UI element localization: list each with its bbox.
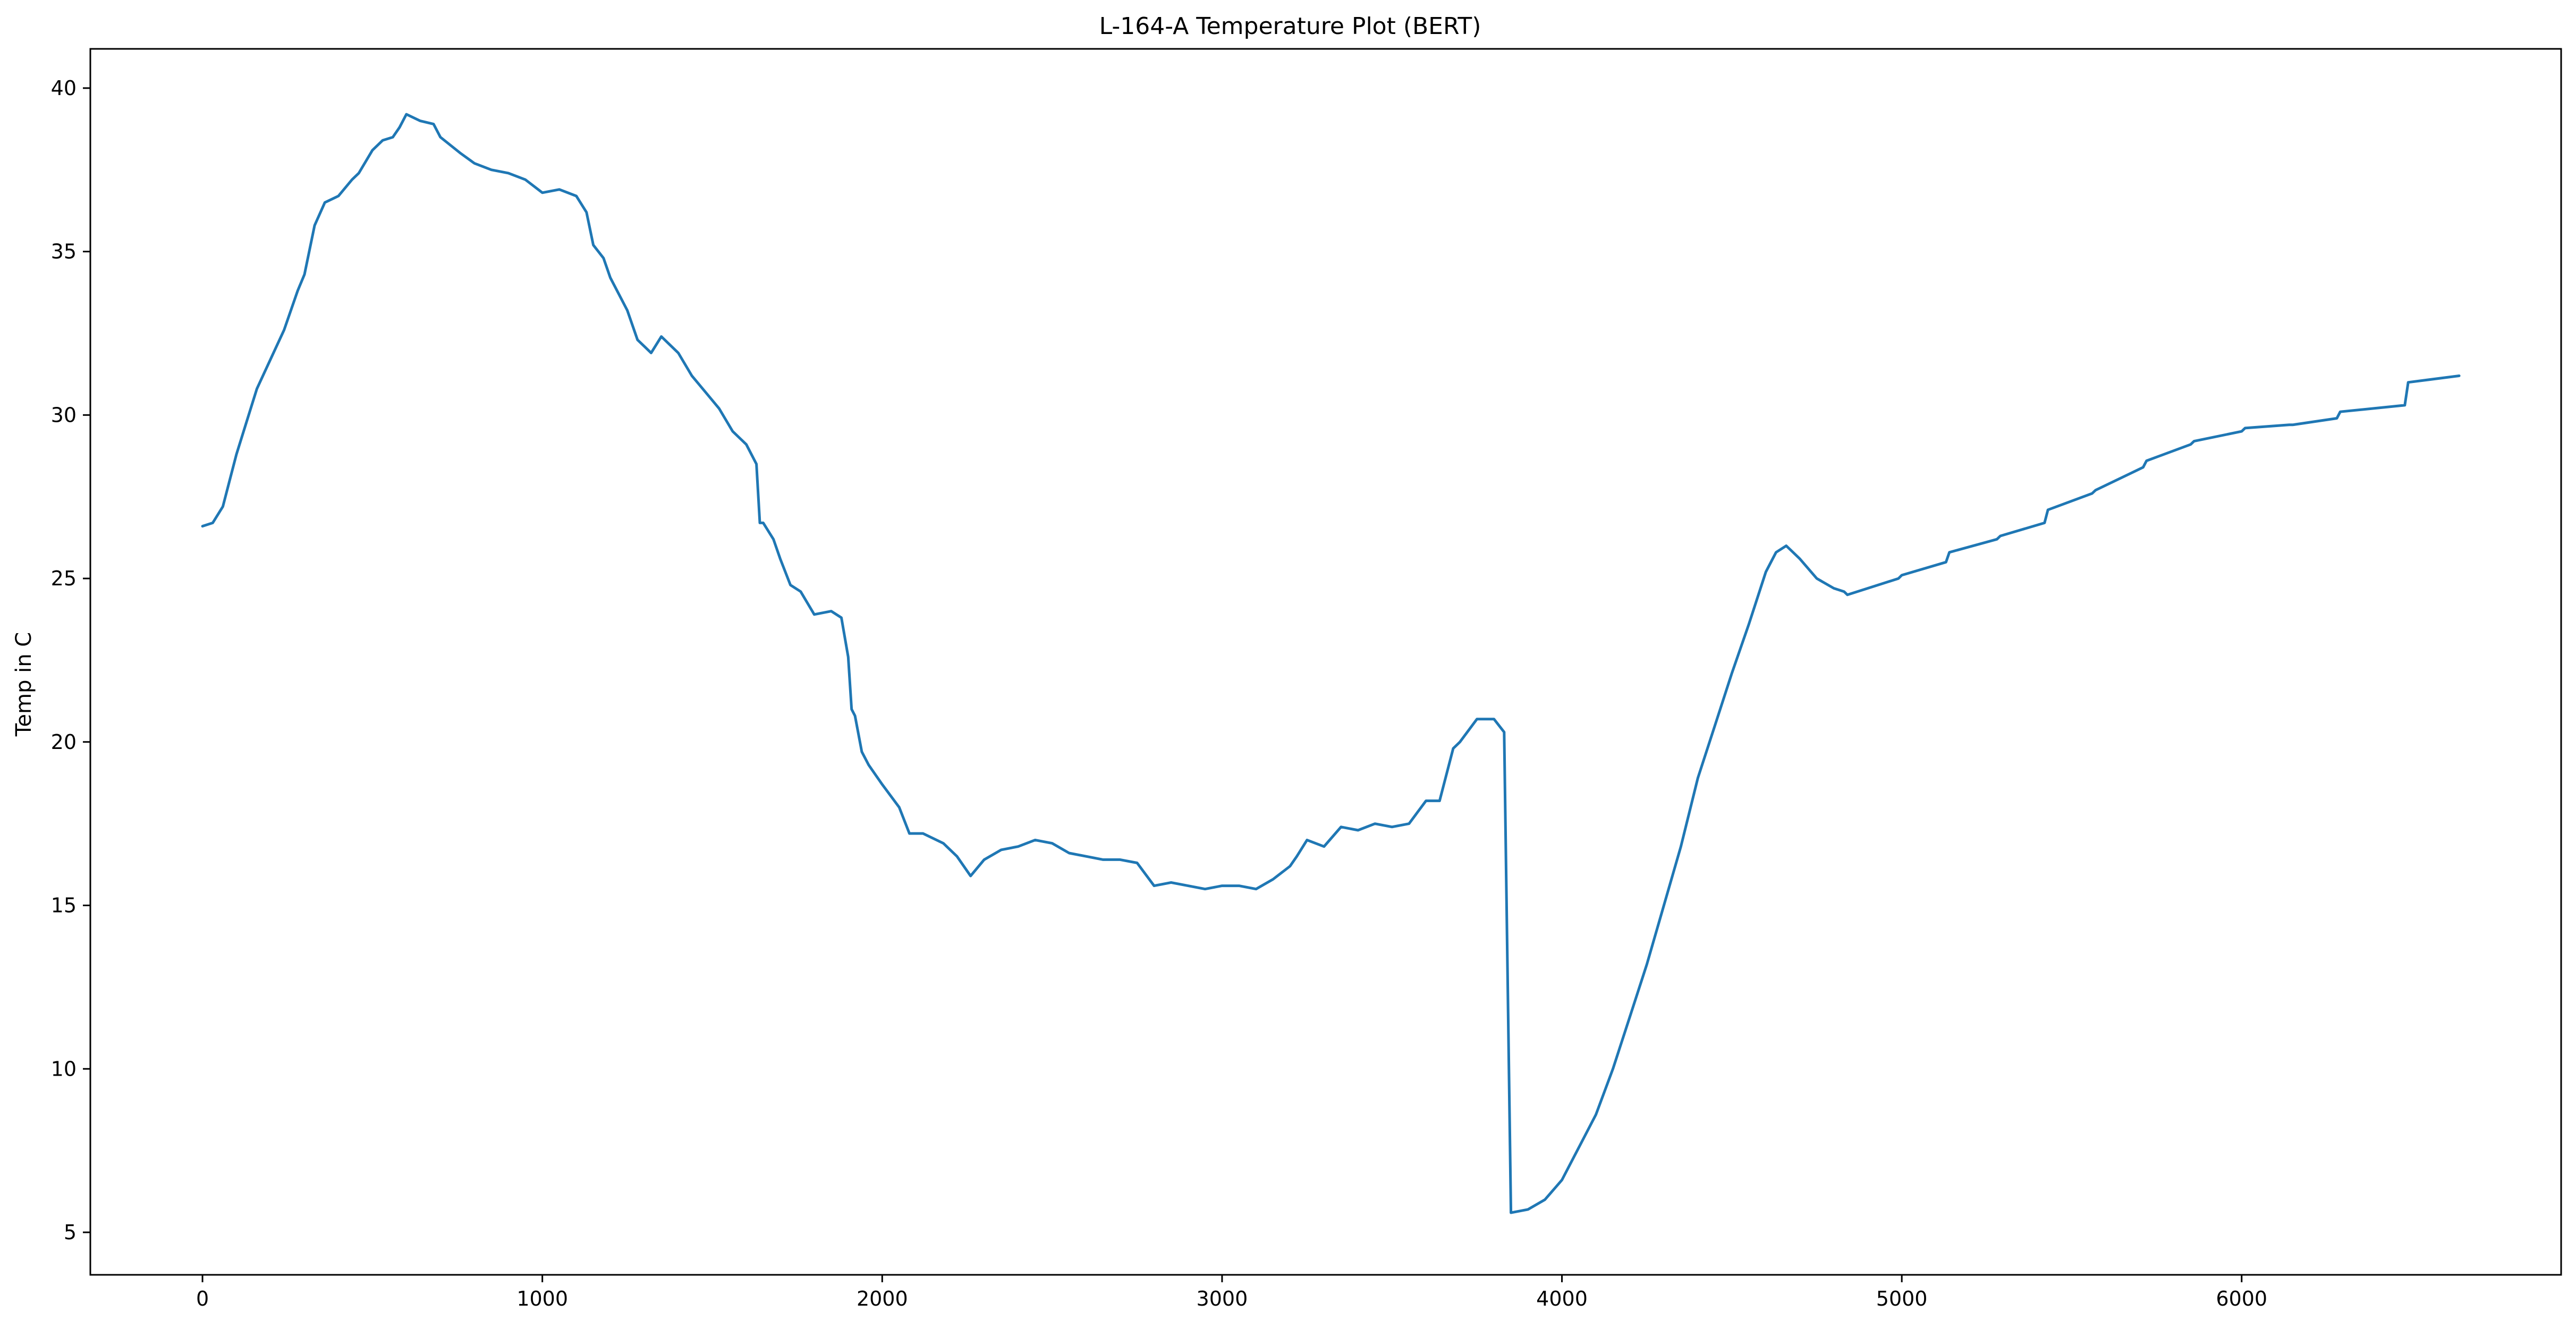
y-tick-label: 30: [51, 403, 77, 427]
x-tick-label: 0: [196, 1287, 209, 1310]
y-tick-label: 40: [51, 76, 77, 100]
chart-title: L-164-A Temperature Plot (BERT): [1099, 13, 1481, 40]
x-tick-label: 1000: [516, 1287, 568, 1310]
y-tick-label: 15: [51, 894, 77, 917]
x-tick-label: 2000: [857, 1287, 908, 1310]
x-tick-label: 5000: [1876, 1287, 1928, 1310]
plot-area: [201, 113, 2461, 1214]
y-tick-label: 35: [51, 240, 77, 263]
y-tick-label: 25: [51, 567, 77, 590]
x-tick-label: 6000: [2216, 1287, 2267, 1310]
y-tick-label: 20: [51, 730, 77, 754]
axes-frame: [89, 48, 2562, 1276]
temperature-series-line: [201, 113, 2461, 1214]
x-tick-label: 4000: [1536, 1287, 1588, 1310]
y-tick-label: 5: [64, 1221, 77, 1244]
axis-ticks: 0 1000 2000 3000 4000 5000 6000 5 10 15 20 25 30 35 40: [51, 76, 2267, 1310]
y-axis-label: Temp in C: [12, 632, 36, 737]
y-tick-label: 10: [51, 1057, 77, 1080]
x-tick-label: 3000: [1197, 1287, 1248, 1310]
